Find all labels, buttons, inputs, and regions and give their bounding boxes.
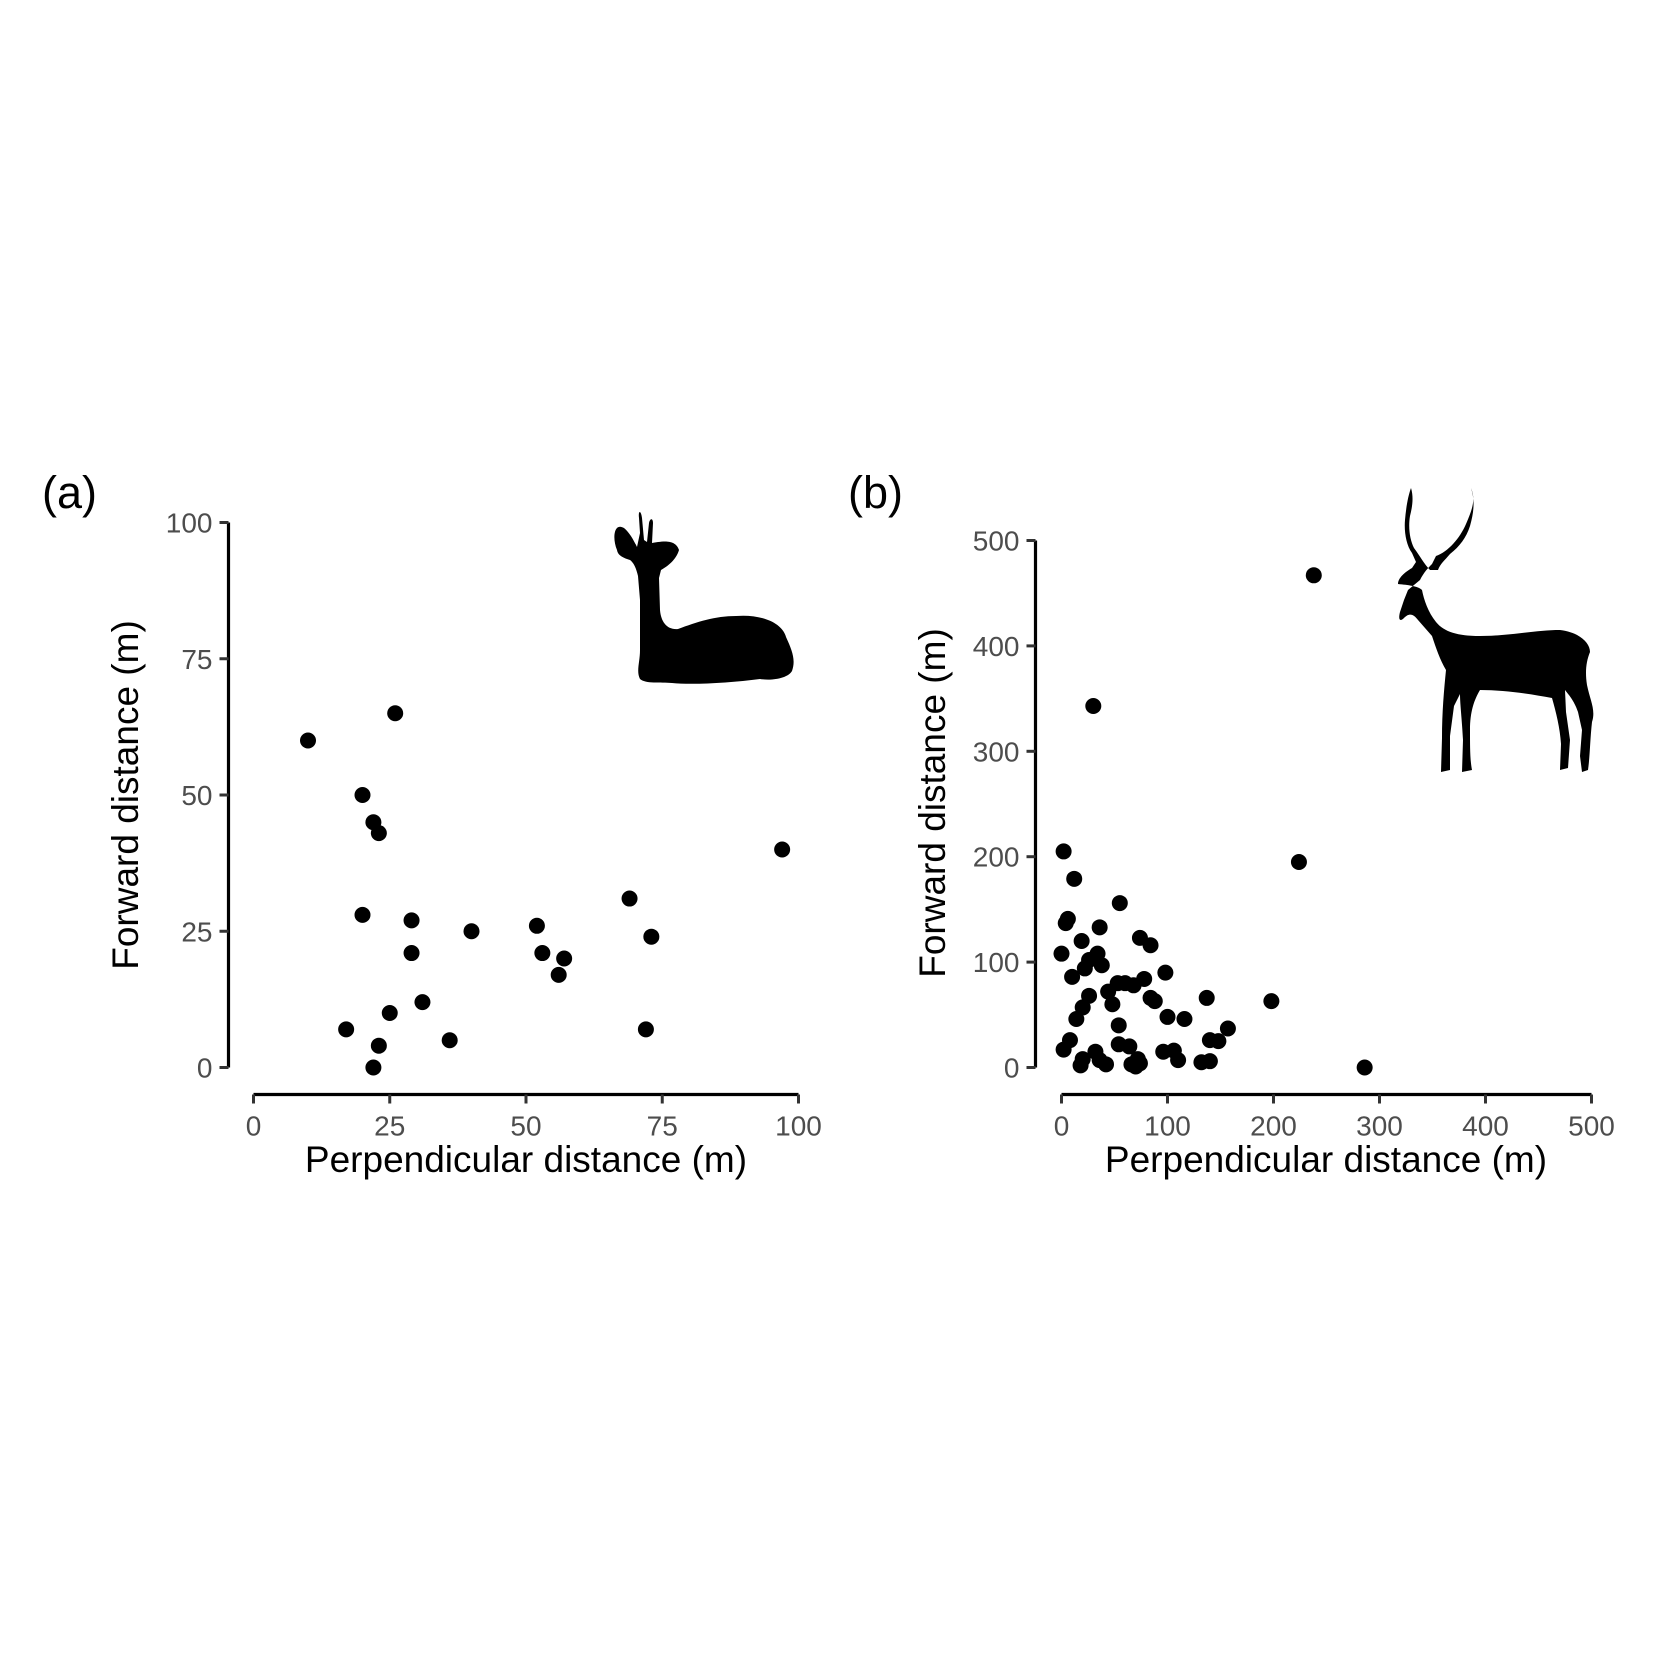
data-point-b-48: [1098, 1056, 1115, 1073]
data-point-b-11: [1073, 933, 1090, 950]
panel-b: (b) 0 100 200 300 400 500 0 100 200 300 400 500 Per…: [848, 467, 1615, 1180]
data-point-b-27: [1198, 989, 1215, 1006]
data-point-b-35: [1219, 1020, 1236, 1037]
data-point-b-16: [1076, 960, 1093, 977]
data-point-a-10: [534, 945, 551, 962]
x-tick-label-a-1: 25: [374, 1111, 405, 1142]
standing-antelope-icon: [1398, 488, 1594, 772]
data-point-b-0: [1305, 567, 1322, 584]
data-point-a-5: [354, 906, 371, 923]
x-tick-label-b-5: 500: [1568, 1111, 1615, 1142]
data-point-a-17: [381, 1005, 398, 1021]
ticks-b: 0 100 200 300 400 500 0 100 200 300 400 500: [973, 526, 1615, 1142]
data-point-b-38: [1210, 1033, 1227, 1050]
panel-a: (a) 0 25 50 75 100 0 25 50 75 100 Perpendicular d…: [42, 467, 822, 1180]
lying-antelope-icon: [614, 512, 794, 684]
data-point-b-7: [1057, 915, 1074, 932]
data-point-a-4: [370, 825, 387, 842]
x-axis-title-a: Perpendicular distance (m): [305, 1139, 747, 1180]
data-point-b-12: [1053, 945, 1070, 962]
data-point-a-6: [403, 912, 420, 929]
y-tick-label-b-3: 300: [973, 736, 1020, 767]
data-point-b-23: [1100, 983, 1117, 1000]
x-axis-title-b: Perpendicular distance (m): [1105, 1139, 1547, 1180]
data-point-b-54: [1201, 1053, 1218, 1070]
y-tick-label-a-1: 25: [181, 916, 212, 947]
data-point-b-5: [1111, 895, 1128, 912]
panel-label-a: (a): [42, 467, 97, 518]
y-axis-title-b: Forward distance (m): [912, 628, 953, 978]
points-a: [300, 705, 791, 1076]
y-tick-label-b-4: 400: [973, 631, 1020, 662]
x-tick-label-a-3: 75: [647, 1111, 678, 1142]
data-point-b-17: [1157, 964, 1174, 981]
data-point-a-0: [300, 732, 316, 749]
data-point-b-10: [1142, 937, 1159, 954]
data-point-a-8: [463, 923, 480, 940]
data-point-a-9: [528, 917, 545, 934]
data-point-a-14: [643, 928, 660, 945]
data-point-b-33: [1068, 1011, 1085, 1028]
data-point-b-32: [1176, 1011, 1193, 1028]
y-tick-label-a-2: 50: [181, 780, 212, 811]
data-point-a-22: [637, 1021, 654, 1038]
data-point-a-12: [550, 966, 567, 983]
x-tick-label-a-4: 100: [775, 1111, 822, 1142]
y-tick-label-b-5: 500: [973, 526, 1020, 557]
y-tick-label-a-3: 75: [181, 644, 212, 675]
data-point-b-31: [1159, 1008, 1176, 1025]
data-point-b-41: [1055, 1041, 1072, 1058]
data-point-b-55: [1356, 1059, 1373, 1076]
data-point-a-20: [370, 1037, 387, 1054]
data-point-a-21: [365, 1059, 382, 1076]
data-point-b-47: [1072, 1057, 1089, 1074]
data-point-a-11: [556, 950, 573, 967]
data-point-b-29: [1104, 996, 1121, 1013]
data-point-b-34: [1110, 1017, 1127, 1034]
data-point-a-15: [774, 841, 791, 858]
y-tick-label-a-4: 100: [166, 508, 213, 539]
data-point-a-7: [403, 945, 420, 962]
data-point-b-22: [1125, 977, 1142, 994]
y-tick-label-b-1: 100: [973, 947, 1020, 978]
data-point-a-2: [354, 787, 371, 803]
y-tick-label-b-2: 200: [973, 842, 1020, 873]
panel-label-b: (b): [848, 467, 903, 518]
data-point-b-1: [1085, 697, 1102, 714]
y-tick-label-b-0: 0: [1004, 1053, 1020, 1084]
x-tick-label-b-0: 0: [1054, 1111, 1070, 1142]
data-point-b-15: [1093, 957, 1110, 974]
y-tick-label-a-0: 0: [197, 1053, 213, 1084]
ticks-a: 0 25 50 75 100 0 25 50 75 100: [166, 508, 822, 1142]
data-point-b-18: [1064, 968, 1081, 985]
data-point-a-19: [441, 1032, 458, 1049]
data-point-b-52: [1170, 1052, 1187, 1069]
data-point-b-28: [1263, 993, 1280, 1010]
data-point-b-26: [1146, 993, 1163, 1010]
data-point-b-40: [1121, 1038, 1138, 1055]
data-point-b-8: [1091, 919, 1108, 936]
data-point-a-1: [387, 705, 404, 722]
data-point-a-16: [414, 994, 431, 1011]
x-tick-label-b-4: 400: [1462, 1111, 1509, 1142]
x-tick-label-b-2: 200: [1250, 1111, 1297, 1142]
x-tick-label-a-0: 0: [246, 1111, 262, 1142]
data-point-b-3: [1055, 843, 1072, 860]
x-tick-label-b-3: 300: [1356, 1111, 1403, 1142]
points-b: [1053, 567, 1373, 1076]
x-tick-label-a-2: 50: [510, 1111, 541, 1142]
data-point-b-56: [1129, 1051, 1146, 1068]
x-tick-label-b-1: 100: [1144, 1111, 1191, 1142]
data-point-a-13: [621, 890, 638, 907]
data-point-b-4: [1066, 870, 1083, 887]
data-point-a-18: [338, 1021, 355, 1038]
y-axis-title-a: Forward distance (m): [105, 620, 146, 970]
data-point-b-2: [1290, 853, 1307, 870]
